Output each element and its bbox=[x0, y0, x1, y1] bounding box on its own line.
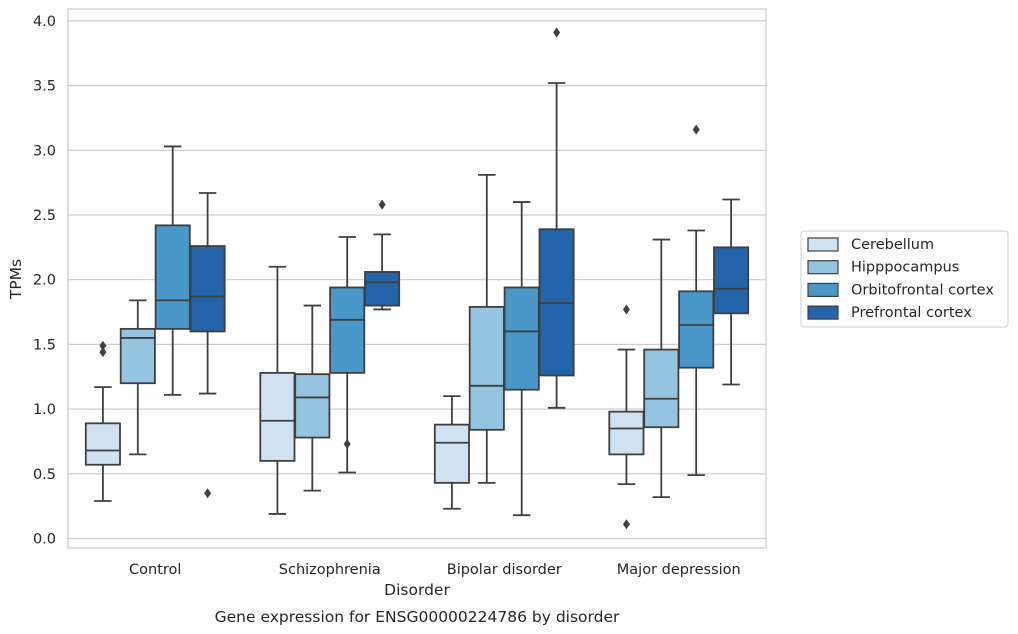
box-iqr bbox=[259, 371, 296, 462]
box-iqr bbox=[643, 348, 680, 429]
box-element bbox=[538, 27, 575, 409]
outlier-point bbox=[99, 340, 107, 351]
box-element bbox=[608, 304, 645, 530]
box-element bbox=[119, 299, 156, 456]
box-element bbox=[189, 192, 226, 499]
legend-swatch bbox=[807, 260, 839, 275]
x-tick-label: Bipolar disorder bbox=[447, 562, 562, 578]
box-element bbox=[643, 238, 680, 498]
y-tick-label: 3.5 bbox=[33, 79, 56, 95]
legend-items: Cerebellum Hipppocampus Orbitofrontal cort… bbox=[807, 237, 994, 321]
box-iqr bbox=[503, 286, 540, 391]
box-iqr bbox=[189, 245, 226, 333]
chart-caption: Gene expression for ENSG00000224786 by d… bbox=[215, 608, 620, 626]
outlier-point bbox=[553, 27, 561, 38]
outlier-point bbox=[378, 199, 386, 210]
x-tick-label: Major depression bbox=[617, 562, 741, 578]
x-tick-label: Control bbox=[129, 562, 181, 578]
y-tick-label: 0.5 bbox=[33, 467, 56, 483]
x-tick-label: Schizophrenia bbox=[279, 562, 381, 578]
legend-label: Hipppocampus bbox=[851, 260, 959, 276]
legend-item: Cerebellum bbox=[807, 237, 934, 253]
outlier-point bbox=[204, 488, 212, 499]
box-iqr bbox=[329, 286, 366, 374]
y-tick-label: 4.0 bbox=[33, 14, 56, 30]
y-tick-label: 1.5 bbox=[33, 337, 56, 353]
box-iqr bbox=[119, 327, 156, 385]
series-prefrontal-cortex bbox=[189, 27, 750, 499]
y-tick-label: 0.0 bbox=[33, 532, 56, 548]
box-element bbox=[364, 199, 401, 311]
box-element bbox=[468, 173, 505, 484]
box-iqr bbox=[364, 271, 401, 307]
box-element bbox=[713, 198, 750, 386]
y-tick-label: 1.0 bbox=[33, 402, 56, 418]
box-element bbox=[678, 124, 715, 476]
legend-label: Cerebellum bbox=[851, 237, 934, 253]
box-iqr bbox=[468, 305, 505, 431]
plot-area-frame bbox=[67, 8, 767, 549]
outlier-point bbox=[622, 304, 630, 315]
box-iqr bbox=[433, 423, 470, 484]
legend-swatch bbox=[807, 282, 839, 297]
legend-swatch bbox=[807, 237, 839, 252]
box-iqr bbox=[608, 410, 645, 456]
box-element bbox=[154, 145, 191, 396]
box-iqr bbox=[154, 224, 191, 330]
box-iqr bbox=[84, 422, 121, 466]
chart-legend: Cerebellum Hipppocampus Orbitofrontal cort… bbox=[800, 230, 1009, 328]
legend-label: Orbitofrontal cortex bbox=[851, 282, 994, 298]
outlier-point bbox=[622, 519, 630, 530]
x-tick-labels: Control Schizophrenia Bipolar disorder Majo… bbox=[129, 562, 741, 578]
box-iqr bbox=[294, 373, 331, 439]
box-element bbox=[84, 340, 121, 502]
y-tick-label: 3.0 bbox=[33, 143, 56, 159]
box-iqr bbox=[678, 290, 715, 369]
outlier-point bbox=[343, 439, 351, 450]
outlier-point bbox=[99, 347, 107, 358]
x-axis-title: Disorder bbox=[384, 581, 450, 599]
series-cerebellum bbox=[84, 265, 645, 530]
box-iqr bbox=[713, 246, 750, 315]
y-tick-label: 2.5 bbox=[33, 208, 56, 224]
legend-label: Prefrontal cortex bbox=[851, 305, 972, 321]
box-element bbox=[329, 236, 366, 474]
legend-swatch bbox=[807, 305, 839, 320]
legend-item: Hipppocampus bbox=[807, 260, 959, 276]
legend-item: Prefrontal cortex bbox=[807, 305, 972, 321]
box-series-layer bbox=[84, 27, 750, 530]
y-axis-title: TPMs bbox=[7, 259, 25, 300]
series-orbitofrontal-cortex bbox=[154, 124, 715, 517]
legend-frame bbox=[800, 230, 1009, 328]
outlier-point bbox=[692, 124, 700, 135]
series-hipppocampus bbox=[119, 173, 680, 498]
y-tick-label: 2.0 bbox=[33, 273, 56, 289]
legend-item: Orbitofrontal cortex bbox=[807, 282, 994, 298]
box-element bbox=[433, 395, 470, 510]
y-tick-labels: 0.0 0.5 1.0 1.5 2.0 2.5 3.0 3.5 4.0 bbox=[33, 14, 56, 548]
box-element bbox=[294, 304, 331, 492]
box-element bbox=[259, 265, 296, 515]
box-element bbox=[503, 201, 540, 517]
